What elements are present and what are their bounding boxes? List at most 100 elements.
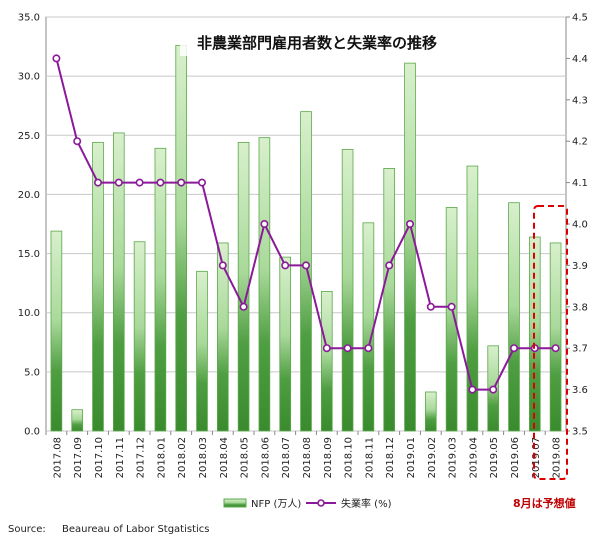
nfp-bar — [279, 256, 292, 432]
unemployment-point — [447, 302, 456, 311]
nfp-bars — [50, 44, 562, 432]
nfp-bar — [320, 291, 333, 432]
y-left-tick-label: 10.0 — [18, 308, 40, 319]
unemployment-point — [239, 302, 248, 311]
unemployment-point — [260, 220, 269, 229]
nfp-bar — [445, 207, 458, 432]
y-left-tick-label: 25.0 — [18, 131, 40, 142]
y-right-tick-label: 3.9 — [572, 261, 588, 272]
x-tick-label: 2018.06 — [260, 437, 271, 478]
y-right-tick-label: 3.8 — [572, 302, 588, 313]
nfp-bar — [383, 168, 396, 432]
chart-title-group: 非農業部門雇用者数と失業率の推移 — [180, 28, 454, 56]
unemployment-point — [468, 385, 477, 394]
x-tick-label: 2019.07 — [531, 437, 542, 478]
unemployment-point — [73, 137, 82, 146]
unemployment-point — [509, 344, 518, 353]
nfp-bar — [175, 44, 188, 432]
x-tick-label: 2018.12 — [385, 437, 396, 478]
x-tick-label: 2018.05 — [240, 437, 251, 478]
nfp-bar — [362, 222, 375, 432]
nfp-bar — [466, 165, 479, 432]
unemployment-line — [52, 54, 560, 394]
y-left-tick-label: 30.0 — [18, 72, 40, 83]
unemployment-point — [426, 302, 435, 311]
source-label: Source: — [8, 524, 46, 535]
x-tick-label: 2018.07 — [281, 437, 292, 478]
y-left-tick-label: 20.0 — [18, 190, 40, 201]
unemployment-point — [489, 385, 498, 394]
unemployment-point — [94, 178, 103, 187]
y-right-tick-label: 4.5 — [572, 13, 588, 24]
chart-title: 非農業部門雇用者数と失業率の推移 — [197, 34, 437, 52]
unemployment-point — [322, 344, 331, 353]
x-tick-label: 2017.08 — [52, 437, 63, 478]
unemployment-point — [177, 178, 186, 187]
y-right-tick-label: 4.1 — [572, 178, 588, 189]
y-right-tick-label: 4.2 — [572, 137, 588, 148]
nfp-bar — [300, 111, 312, 432]
x-tick-label: 2019.04 — [468, 437, 479, 478]
source-text: Beaureau of Labor Stgatistics — [62, 524, 210, 535]
x-tick-label: 2019.08 — [552, 437, 563, 478]
unemployment-point — [281, 261, 290, 270]
y-left-tick-label: 5.0 — [24, 367, 40, 378]
nfp-bar — [237, 141, 250, 432]
x-tick-label: 2017.11 — [115, 437, 126, 478]
legend: NFP (万人) 失業率 (%) — [223, 497, 392, 510]
unemployment-point — [385, 261, 394, 270]
unemployment-point — [198, 178, 207, 187]
nfp-bar — [196, 270, 208, 432]
nfp-bar — [112, 132, 125, 432]
nfp-bar — [424, 391, 437, 432]
axes: 0.0 5.0 10.0 15.0 20.0 25.0 30.0 35.0 3.5 3.6 3.7 3… — [18, 13, 588, 479]
nfp-bar — [258, 137, 271, 432]
x-tick-label: 2018.04 — [219, 437, 230, 478]
unemployment-point — [343, 344, 352, 353]
x-tick-label: 2018.11 — [364, 437, 375, 478]
unemployment-point — [218, 261, 227, 270]
x-tick-label: 2018.09 — [323, 437, 334, 478]
unemployment-point — [114, 178, 123, 187]
y-left-tick-label: 0.0 — [24, 427, 40, 438]
unemployment-point — [405, 220, 414, 229]
nfp-bar — [71, 409, 84, 432]
nfp-bar — [216, 242, 229, 432]
nfp-bar — [549, 242, 562, 432]
y-right-tick-label: 4.3 — [572, 95, 588, 106]
unemployment-point — [156, 178, 165, 187]
legend-bar-swatch — [223, 498, 247, 508]
forecast-highlight-box — [533, 205, 568, 480]
x-tick-label: 2018.03 — [198, 437, 209, 478]
x-tick-label: 2019.06 — [510, 437, 521, 478]
y-left-tick-label: 35.0 — [18, 13, 40, 24]
unemployment-point — [364, 344, 373, 353]
x-tick-label: 2018.01 — [156, 437, 167, 478]
y-right-tick-label: 4.4 — [572, 54, 588, 65]
nfp-bar — [404, 62, 416, 432]
x-tick-label: 2018.02 — [177, 437, 188, 478]
unemployment-point — [52, 54, 61, 63]
y-right-tick-label: 3.7 — [572, 344, 588, 355]
y-right-tick-label: 4.0 — [572, 220, 588, 231]
y-left-tick-label: 15.0 — [18, 249, 40, 260]
forecast-note: 8月は予想値 — [513, 496, 576, 510]
nfp-bar — [341, 149, 354, 432]
y-right-tick-label: 3.5 — [572, 427, 588, 438]
x-tick-label: 2018.10 — [344, 437, 355, 478]
nfp-bar — [133, 241, 146, 432]
x-tick-label: 2019.03 — [448, 437, 459, 478]
legend-line-label: 失業率 (%) — [341, 497, 392, 510]
unemployment-point — [301, 261, 310, 270]
x-tick-label: 2019.01 — [406, 437, 417, 478]
nfp-bar — [508, 202, 520, 432]
x-tick-label: 2017.12 — [136, 437, 147, 478]
x-tick-label: 2018.08 — [302, 437, 313, 478]
x-tick-label: 2017.10 — [94, 437, 105, 478]
x-tick-label: 2019.02 — [427, 437, 438, 478]
nfp-bar — [154, 147, 167, 432]
x-tick-label: 2019.05 — [489, 437, 500, 478]
legend-line-marker — [317, 499, 325, 507]
legend-bar-label: NFP (万人) — [251, 498, 301, 510]
